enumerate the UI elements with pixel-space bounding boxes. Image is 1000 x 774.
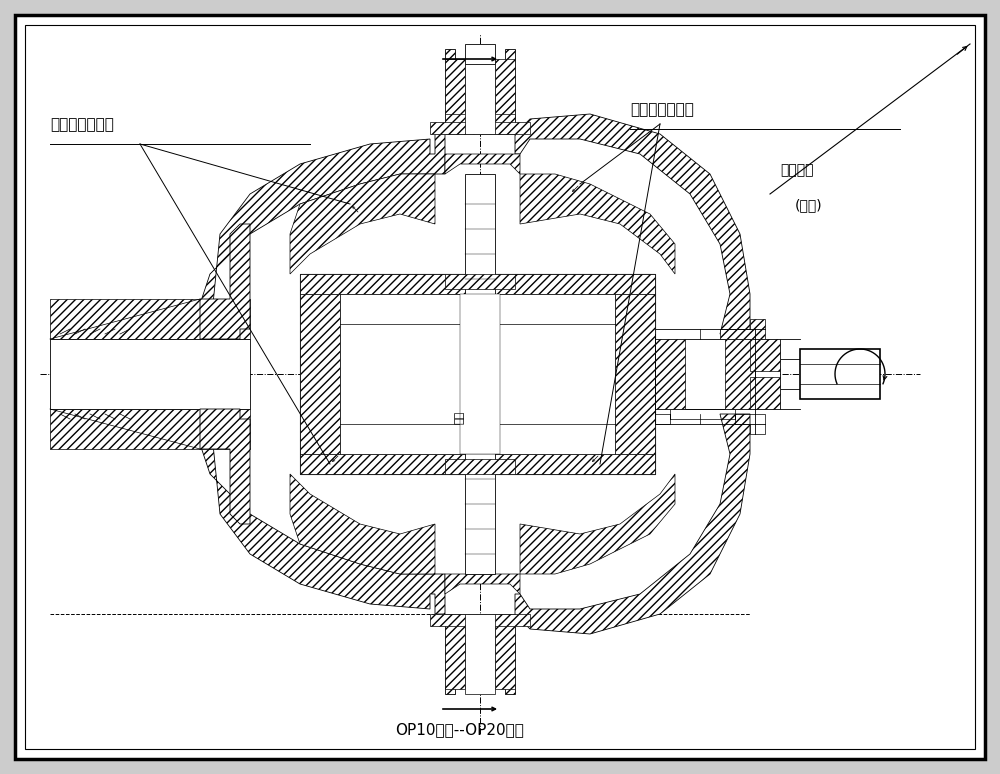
Bar — [430, 614, 530, 626]
Polygon shape — [520, 474, 675, 574]
Bar — [300, 294, 340, 454]
Polygon shape — [290, 174, 435, 274]
Bar — [50, 409, 250, 449]
Polygon shape — [200, 134, 445, 334]
Bar — [655, 339, 755, 409]
Polygon shape — [445, 614, 515, 694]
Bar — [465, 174, 495, 574]
Polygon shape — [290, 474, 435, 574]
Text: 花键: 花键 — [455, 411, 465, 424]
Bar — [40, 54, 920, 724]
Polygon shape — [445, 574, 520, 594]
Polygon shape — [200, 414, 445, 614]
Polygon shape — [200, 409, 250, 524]
Bar — [615, 294, 655, 454]
Bar — [495, 59, 515, 114]
Bar — [465, 64, 495, 134]
Text: (四周): (四周) — [795, 198, 823, 212]
Polygon shape — [200, 224, 250, 339]
Polygon shape — [445, 154, 520, 174]
Bar — [50, 339, 250, 409]
Bar — [750, 339, 780, 409]
Polygon shape — [520, 174, 675, 274]
Bar — [340, 294, 615, 454]
Bar — [655, 339, 685, 409]
Polygon shape — [515, 114, 750, 334]
Bar — [445, 459, 515, 474]
Bar — [465, 614, 495, 694]
Polygon shape — [445, 49, 515, 134]
Bar — [300, 274, 655, 294]
Polygon shape — [655, 319, 765, 354]
Bar — [300, 274, 655, 474]
Text: 齿轮噌合无侧隙: 齿轮噌合无侧隙 — [630, 102, 694, 117]
Bar — [750, 339, 780, 371]
Bar — [725, 339, 755, 409]
Bar — [300, 454, 655, 474]
Bar — [465, 44, 495, 64]
Bar — [430, 122, 530, 134]
Bar — [50, 299, 250, 339]
Bar — [495, 624, 515, 689]
Polygon shape — [515, 414, 750, 634]
Bar — [445, 624, 465, 689]
Bar — [445, 274, 515, 289]
Bar — [800, 349, 880, 399]
Bar — [445, 59, 465, 114]
Bar — [750, 377, 780, 409]
Bar — [460, 294, 500, 454]
Text: 清洗室壁: 清洗室壁 — [780, 163, 814, 177]
Text: 齿轮噌合无侧隙: 齿轮噌合无侧隙 — [50, 117, 114, 132]
Text: OP10粗洗--OP20漂洗: OP10粗洗--OP20漂洗 — [396, 722, 524, 737]
